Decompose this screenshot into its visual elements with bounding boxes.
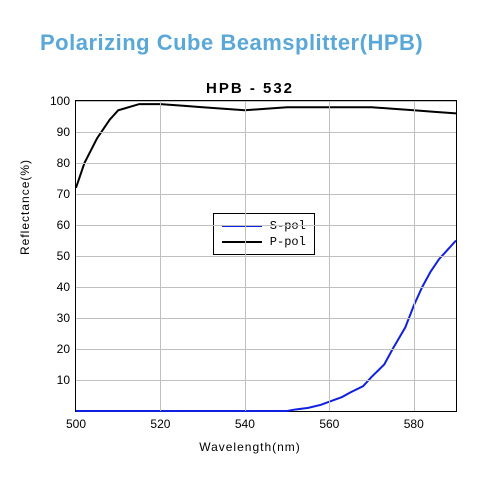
gridline-h xyxy=(76,349,456,350)
gridline-v xyxy=(329,101,330,411)
y-tick-label: 80 xyxy=(57,156,70,170)
gridline-h xyxy=(76,194,456,195)
gridline-v xyxy=(414,101,415,411)
gridline-h xyxy=(76,256,456,257)
series-p-pol xyxy=(76,104,456,188)
y-tick-label: 40 xyxy=(57,280,70,294)
gridline-h xyxy=(76,225,456,226)
legend-label: P-pol xyxy=(270,235,306,249)
x-tick-label: 580 xyxy=(404,417,424,431)
gridline-h xyxy=(76,163,456,164)
gridline-v xyxy=(245,101,246,411)
chart-subtitle: HPB - 532 xyxy=(0,80,500,97)
legend-item: P-pol xyxy=(222,234,306,250)
y-axis-label: Reflectance(%) xyxy=(18,159,32,255)
chart-container: Polarizing Cube Beamsplitter(HPB) HPB - … xyxy=(0,0,500,500)
y-tick-label: 70 xyxy=(57,187,70,201)
y-tick-label: 20 xyxy=(57,342,70,356)
y-tick-label: 60 xyxy=(57,218,70,232)
y-tick-label: 50 xyxy=(57,249,70,263)
x-tick-label: 560 xyxy=(319,417,339,431)
gridline-h xyxy=(76,287,456,288)
y-tick-label: 90 xyxy=(57,125,70,139)
page-title: Polarizing Cube Beamsplitter(HPB) xyxy=(40,30,423,56)
x-tick-label: 500 xyxy=(66,417,86,431)
x-tick-label: 540 xyxy=(235,417,255,431)
gridline-v xyxy=(160,101,161,411)
y-tick-label: 100 xyxy=(50,94,70,108)
y-tick-label: 30 xyxy=(57,311,70,325)
plot-area: S-polP-pol 10203040506070809010050052054… xyxy=(75,100,457,412)
gridline-h xyxy=(76,101,456,102)
y-tick-label: 10 xyxy=(57,373,70,387)
legend: S-polP-pol xyxy=(213,213,315,255)
x-tick-label: 520 xyxy=(150,417,170,431)
gridline-h xyxy=(76,380,456,381)
series-s-pol xyxy=(76,241,456,412)
legend-swatch xyxy=(222,241,262,243)
gridline-h xyxy=(76,132,456,133)
gridline-h xyxy=(76,318,456,319)
x-axis-label: Wavelength(nm) xyxy=(0,440,500,454)
